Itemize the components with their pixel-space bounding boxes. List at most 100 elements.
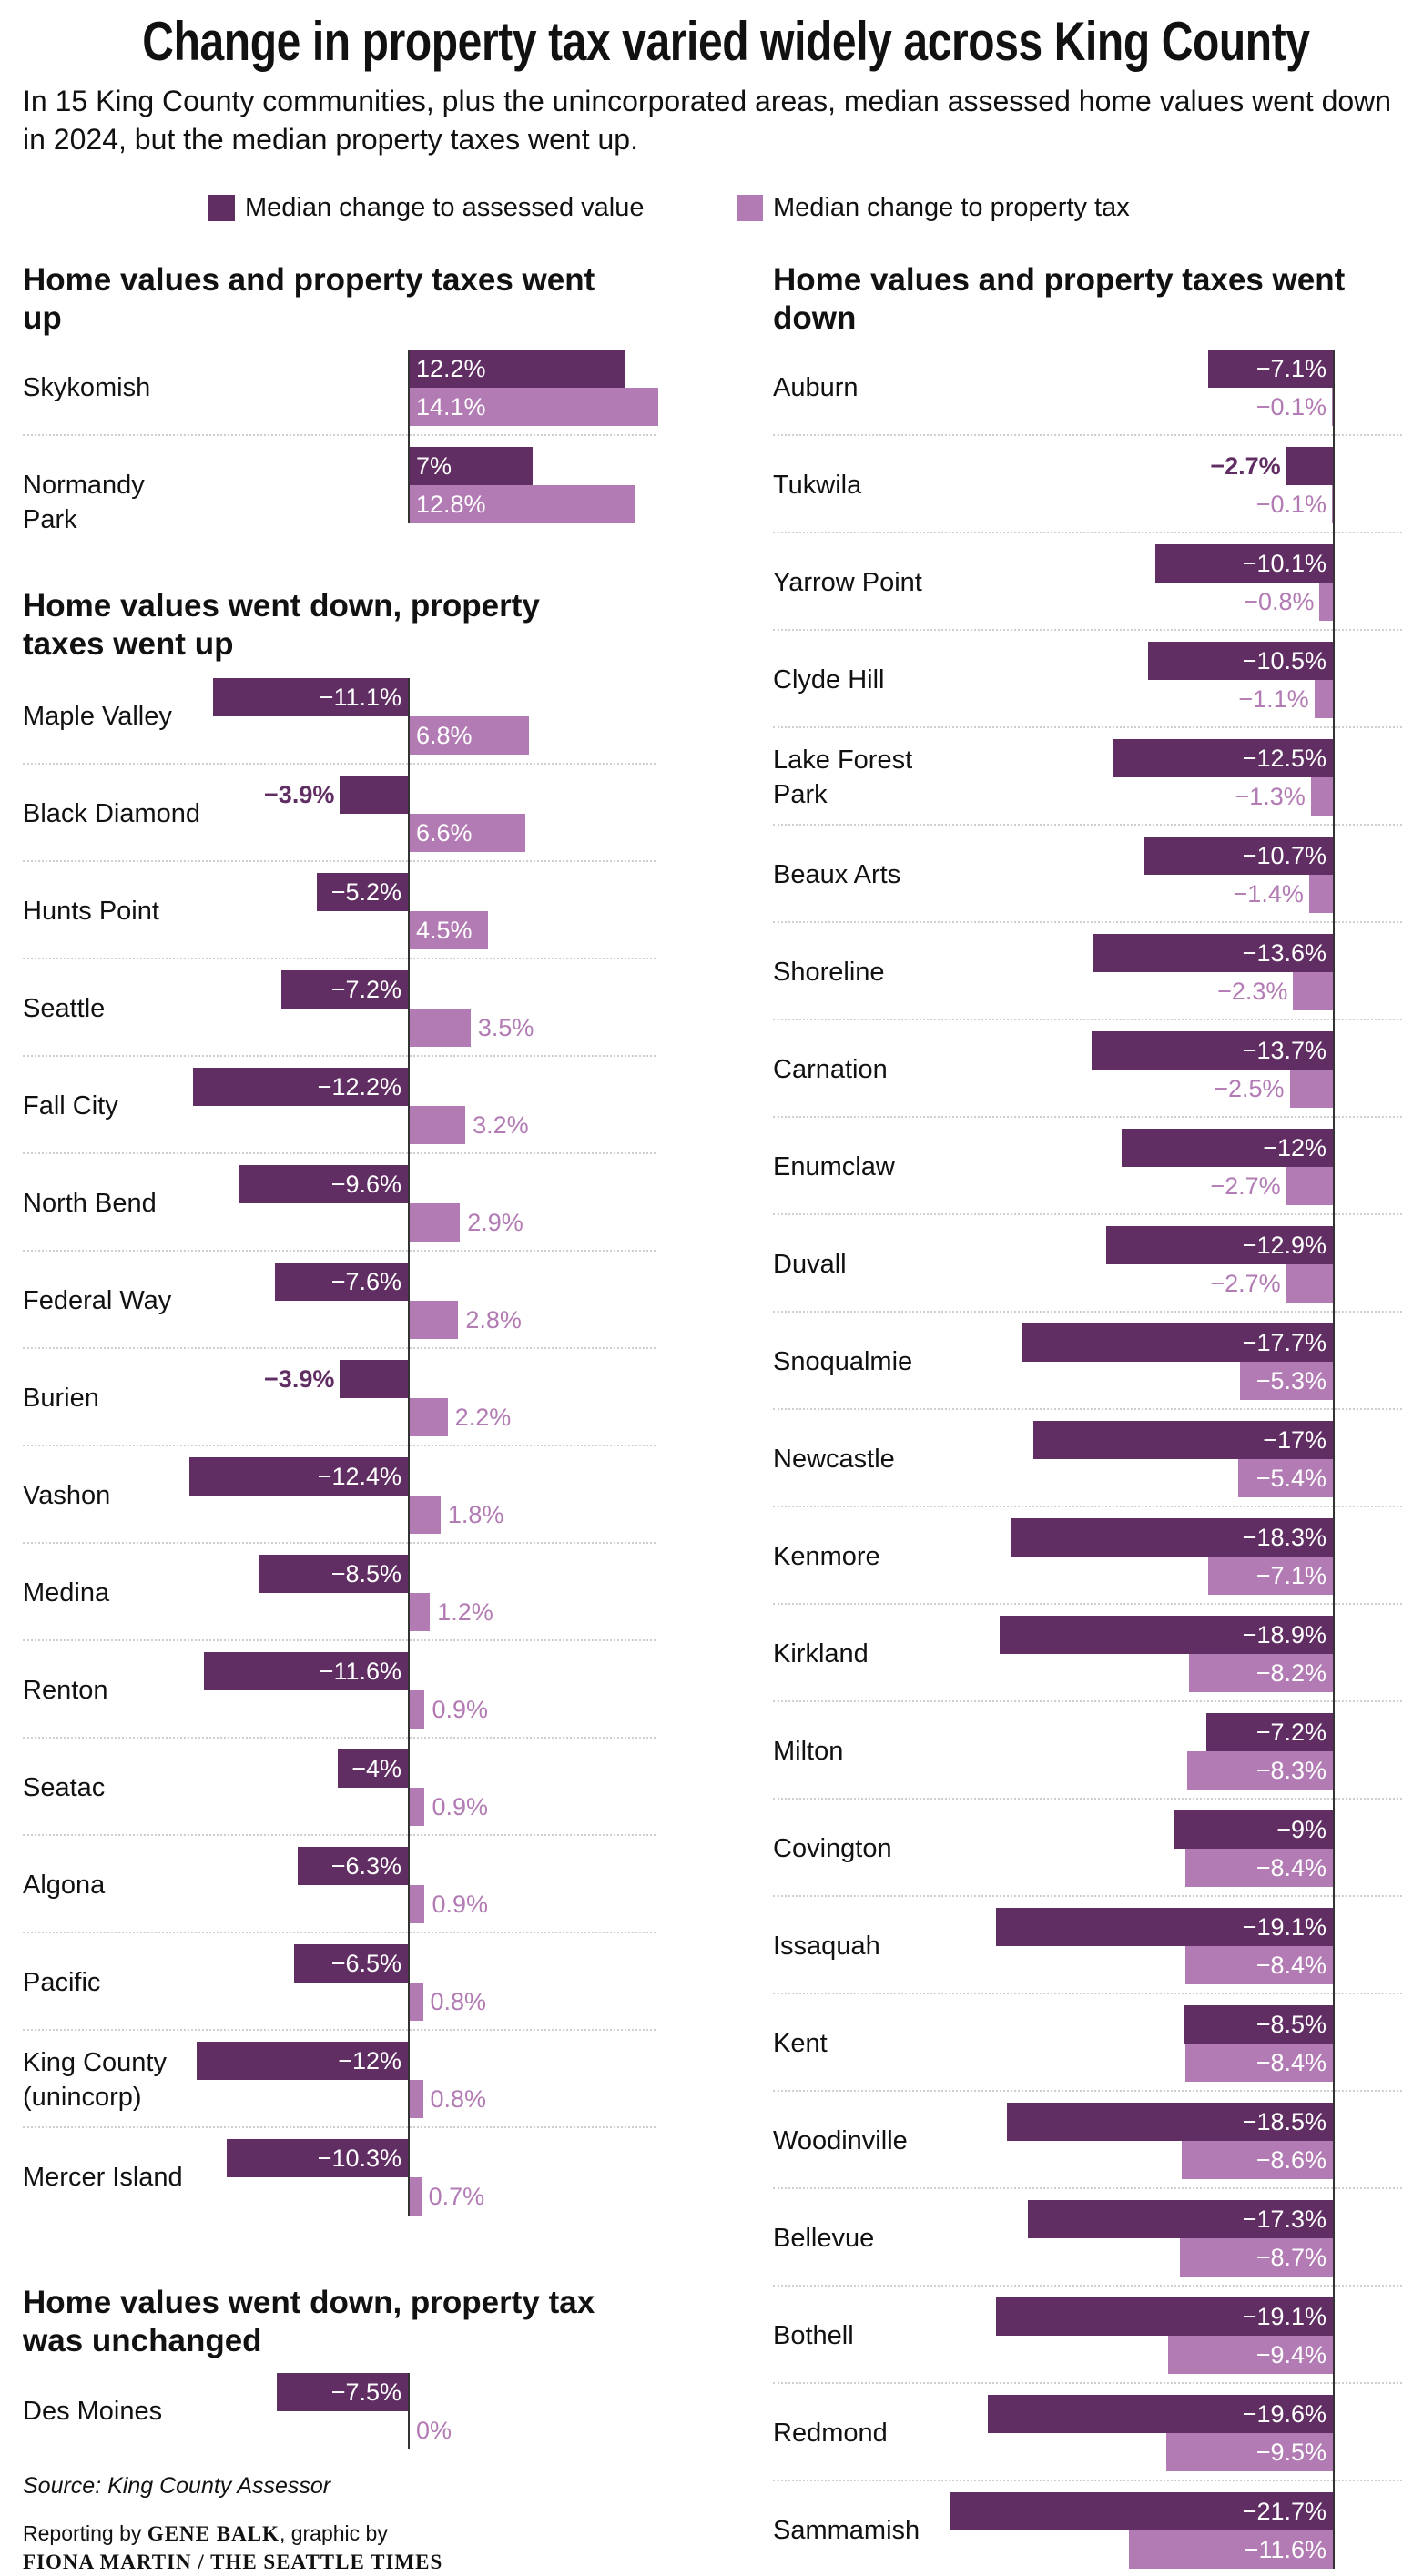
tax-bar: [1188, 1654, 1334, 1692]
value-label: −12.5%: [1242, 745, 1326, 772]
row-label: Enumclaw: [773, 1152, 895, 1182]
tax-bar: [1314, 680, 1334, 718]
row-separator: [23, 434, 656, 436]
row-label: Pacific: [23, 1968, 101, 1997]
tax-label: −9.5%: [1255, 2439, 1326, 2466]
row-label: Issaquah: [773, 1932, 880, 1961]
value-label: −7.2%: [330, 976, 401, 1003]
chart-subtitle: In 15 King County communities, plus the …: [23, 85, 1392, 156]
value-bar: [1286, 447, 1334, 485]
tax-bar: [409, 1983, 423, 2021]
value-bar: [227, 2139, 409, 2177]
row-label: Beaux Arts: [773, 860, 901, 889]
value-label: −9%: [1276, 1816, 1326, 1843]
tax-label: 12.8%: [416, 491, 486, 518]
row-separator: [23, 2126, 656, 2128]
tax-bar: [1185, 1946, 1334, 1984]
tax-label: 3.5%: [477, 1014, 534, 1041]
row-label: Milton: [773, 1737, 844, 1766]
zero-axis-line: [408, 350, 410, 523]
value-bar: [996, 2297, 1334, 2336]
value-label: −18.5%: [1242, 2108, 1326, 2135]
value-bar: [189, 1457, 409, 1496]
credit-middle: , graphic by: [279, 2521, 388, 2545]
tax-label: 2.9%: [467, 1209, 523, 1236]
value-label: −7.5%: [330, 2378, 401, 2406]
row-label: Sammamish: [773, 2516, 920, 2545]
tax-bar: [1286, 1264, 1334, 1303]
tax-bar: [1128, 2530, 1334, 2569]
value-bar: [409, 447, 533, 485]
value-bar: [1007, 2103, 1334, 2141]
tax-bar: [409, 1593, 431, 1631]
value-bar: [996, 1908, 1334, 1946]
tax-label: −8.2%: [1255, 1659, 1326, 1687]
row-label: Burien: [23, 1384, 99, 1413]
section-heading: Home values and property taxes went down: [773, 262, 1346, 336]
credit-prefix: Reporting by: [23, 2521, 147, 2545]
value-label: −6.5%: [330, 1950, 401, 1977]
zero-axis-line: [408, 678, 410, 2216]
tax-bar: [409, 2080, 423, 2118]
tax-bar: [1240, 1362, 1334, 1400]
credit-line: Reporting by GENE BALK, graphic by FIONA…: [23, 2520, 442, 2576]
row-separator: [773, 1700, 1402, 1702]
row-label: Seattle: [23, 994, 106, 1023]
value-label: −19.1%: [1242, 2303, 1326, 2330]
row-separator: [23, 1347, 656, 1349]
row-separator: [773, 824, 1402, 826]
value-bar: [293, 1944, 409, 1983]
row-separator: [23, 958, 656, 959]
row-separator: [773, 2285, 1402, 2287]
value-bar: [317, 873, 409, 911]
row-separator: [773, 1408, 1402, 1410]
tax-label: −2.5%: [1214, 1075, 1285, 1102]
value-bar: [259, 1555, 409, 1593]
value-label: −12%: [338, 2047, 401, 2074]
row-separator: [773, 1895, 1402, 1897]
value-bar: [297, 1847, 409, 1885]
legend-swatch-tax: [737, 195, 763, 221]
tax-label: 0.7%: [428, 2183, 485, 2210]
value-bar: [1155, 544, 1334, 583]
tax-bar: [1185, 2044, 1334, 2082]
row-label: North Bend: [23, 1189, 157, 1218]
row-label: Renton: [23, 1676, 108, 1705]
tax-label: 6.6%: [416, 819, 473, 847]
row-separator: [773, 2382, 1402, 2384]
value-bar: [1113, 739, 1334, 777]
value-bar: [197, 2042, 409, 2080]
value-label: −17%: [1263, 1426, 1326, 1454]
tax-label: −0.1%: [1255, 393, 1327, 421]
tax-label: −11.6%: [1244, 2536, 1326, 2563]
tax-label: 0.8%: [430, 1988, 487, 2015]
section-heading: Home values and property taxes went up: [23, 262, 595, 336]
tax-label: −9.4%: [1255, 2341, 1326, 2368]
value-bar: [338, 1749, 409, 1788]
value-bar: [409, 350, 625, 388]
source-note: Source: King County Assessor: [23, 2473, 331, 2499]
zero-axis-line: [408, 2373, 410, 2449]
tax-label: 4.5%: [416, 917, 473, 944]
value-label: −9.6%: [330, 1171, 401, 1198]
value-bar: [1122, 1129, 1334, 1167]
row-label: Duvall: [773, 1250, 847, 1279]
row-label: Carnation: [773, 1055, 888, 1084]
value-label: −5.2%: [330, 878, 401, 906]
row-separator: [23, 763, 656, 765]
row-separator: [773, 1993, 1402, 1994]
tax-label: 1.2%: [437, 1598, 493, 1626]
value-label: −3.9%: [264, 781, 335, 808]
tax-bar: [409, 485, 635, 523]
row-label: Des Moines: [23, 2397, 163, 2426]
row-label: Black Diamond: [23, 799, 201, 828]
row-separator: [23, 1055, 656, 1057]
row-separator: [773, 1116, 1402, 1118]
value-label: −7.2%: [1255, 1719, 1326, 1746]
tax-bar: [409, 1203, 461, 1242]
row-label: Shoreline: [773, 958, 885, 987]
row-label: Clyde Hill: [773, 665, 885, 695]
section-heading: Home values went down, property taxes we…: [23, 588, 540, 662]
chart-title: Change in property tax varied widely acr…: [142, 11, 1310, 72]
credit-reporter: GENE BALK: [147, 2522, 280, 2545]
